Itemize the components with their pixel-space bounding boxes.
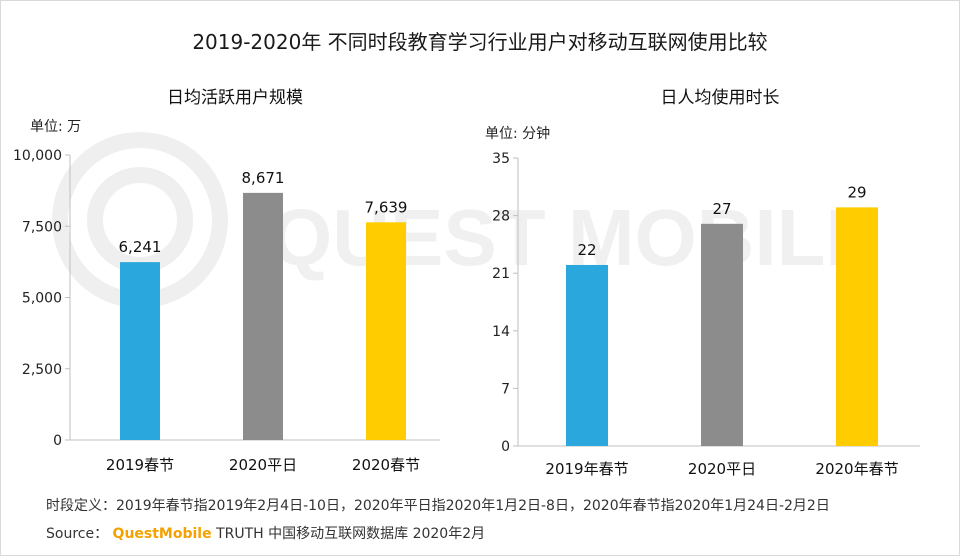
y-tick-label: 0 <box>501 439 510 455</box>
y-tick-label: 7,500 <box>22 219 62 235</box>
unit-label: 单位: 万 <box>30 119 81 135</box>
bar <box>836 207 878 446</box>
x-category-label: 2020平日 <box>229 456 297 474</box>
bar <box>243 192 283 440</box>
x-category-label: 2019年春节 <box>545 460 628 478</box>
source-prefix: Source： <box>46 526 109 542</box>
definition-note: 时段定义：2019年春节指2019年2月4日-10日，2020年平日指2020年… <box>46 498 830 514</box>
y-tick-label: 14 <box>492 324 510 340</box>
source-line: Source： QuestMobile TRUTH 中国移动互联网数据库 202… <box>46 523 485 543</box>
source-brand: QuestMobile <box>112 526 212 542</box>
data-label: 8,671 <box>242 169 285 187</box>
y-tick-label: 5,000 <box>22 291 62 307</box>
data-label: 22 <box>577 241 596 259</box>
chart-title: 日人均使用时长 <box>661 87 780 108</box>
data-label: 29 <box>847 183 866 201</box>
y-tick-label: 2,500 <box>22 362 62 378</box>
chart-duration: 日人均使用时长 单位: 分钟 0 7 14 21 28 35 22 2019年春节 27 2020… <box>485 87 920 478</box>
bar <box>566 264 608 446</box>
bar <box>701 223 743 446</box>
data-label: 7,639 <box>365 198 408 216</box>
data-label: 27 <box>712 200 731 218</box>
source-rest: TRUTH 中国移动互联网数据库 2020年2月 <box>216 526 486 542</box>
x-category-label: 2019春节 <box>106 456 174 474</box>
chart-title: 日均活跃用户规模 <box>167 88 303 108</box>
bar <box>366 222 406 440</box>
x-category-label: 2020平日 <box>688 460 756 478</box>
x-category-label: 2020春节 <box>352 456 420 474</box>
chart-dau: 日均活跃用户规模 单位: 万 0 2,500 5,000 7,500 10,000 6,2… <box>13 88 440 474</box>
y-tick-label: 7 <box>501 381 510 397</box>
y-tick-label: 0 <box>53 433 62 449</box>
y-tick-label: 21 <box>492 266 510 282</box>
bar <box>120 262 160 440</box>
unit-label: 单位: 分钟 <box>485 125 550 142</box>
y-tick-label: 10,000 <box>13 148 62 164</box>
data-label: 6,241 <box>119 238 162 256</box>
y-tick-label: 28 <box>492 209 510 225</box>
y-tick-label: 35 <box>492 151 510 167</box>
page-title: 2019-2020年 不同时段教育学习行业用户对移动互联网使用比较 <box>192 30 768 54</box>
x-category-label: 2020年春节 <box>815 460 898 478</box>
